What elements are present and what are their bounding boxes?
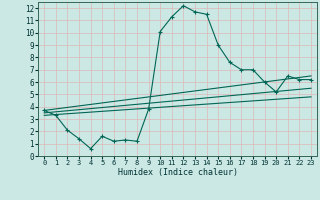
X-axis label: Humidex (Indice chaleur): Humidex (Indice chaleur) bbox=[118, 168, 238, 177]
